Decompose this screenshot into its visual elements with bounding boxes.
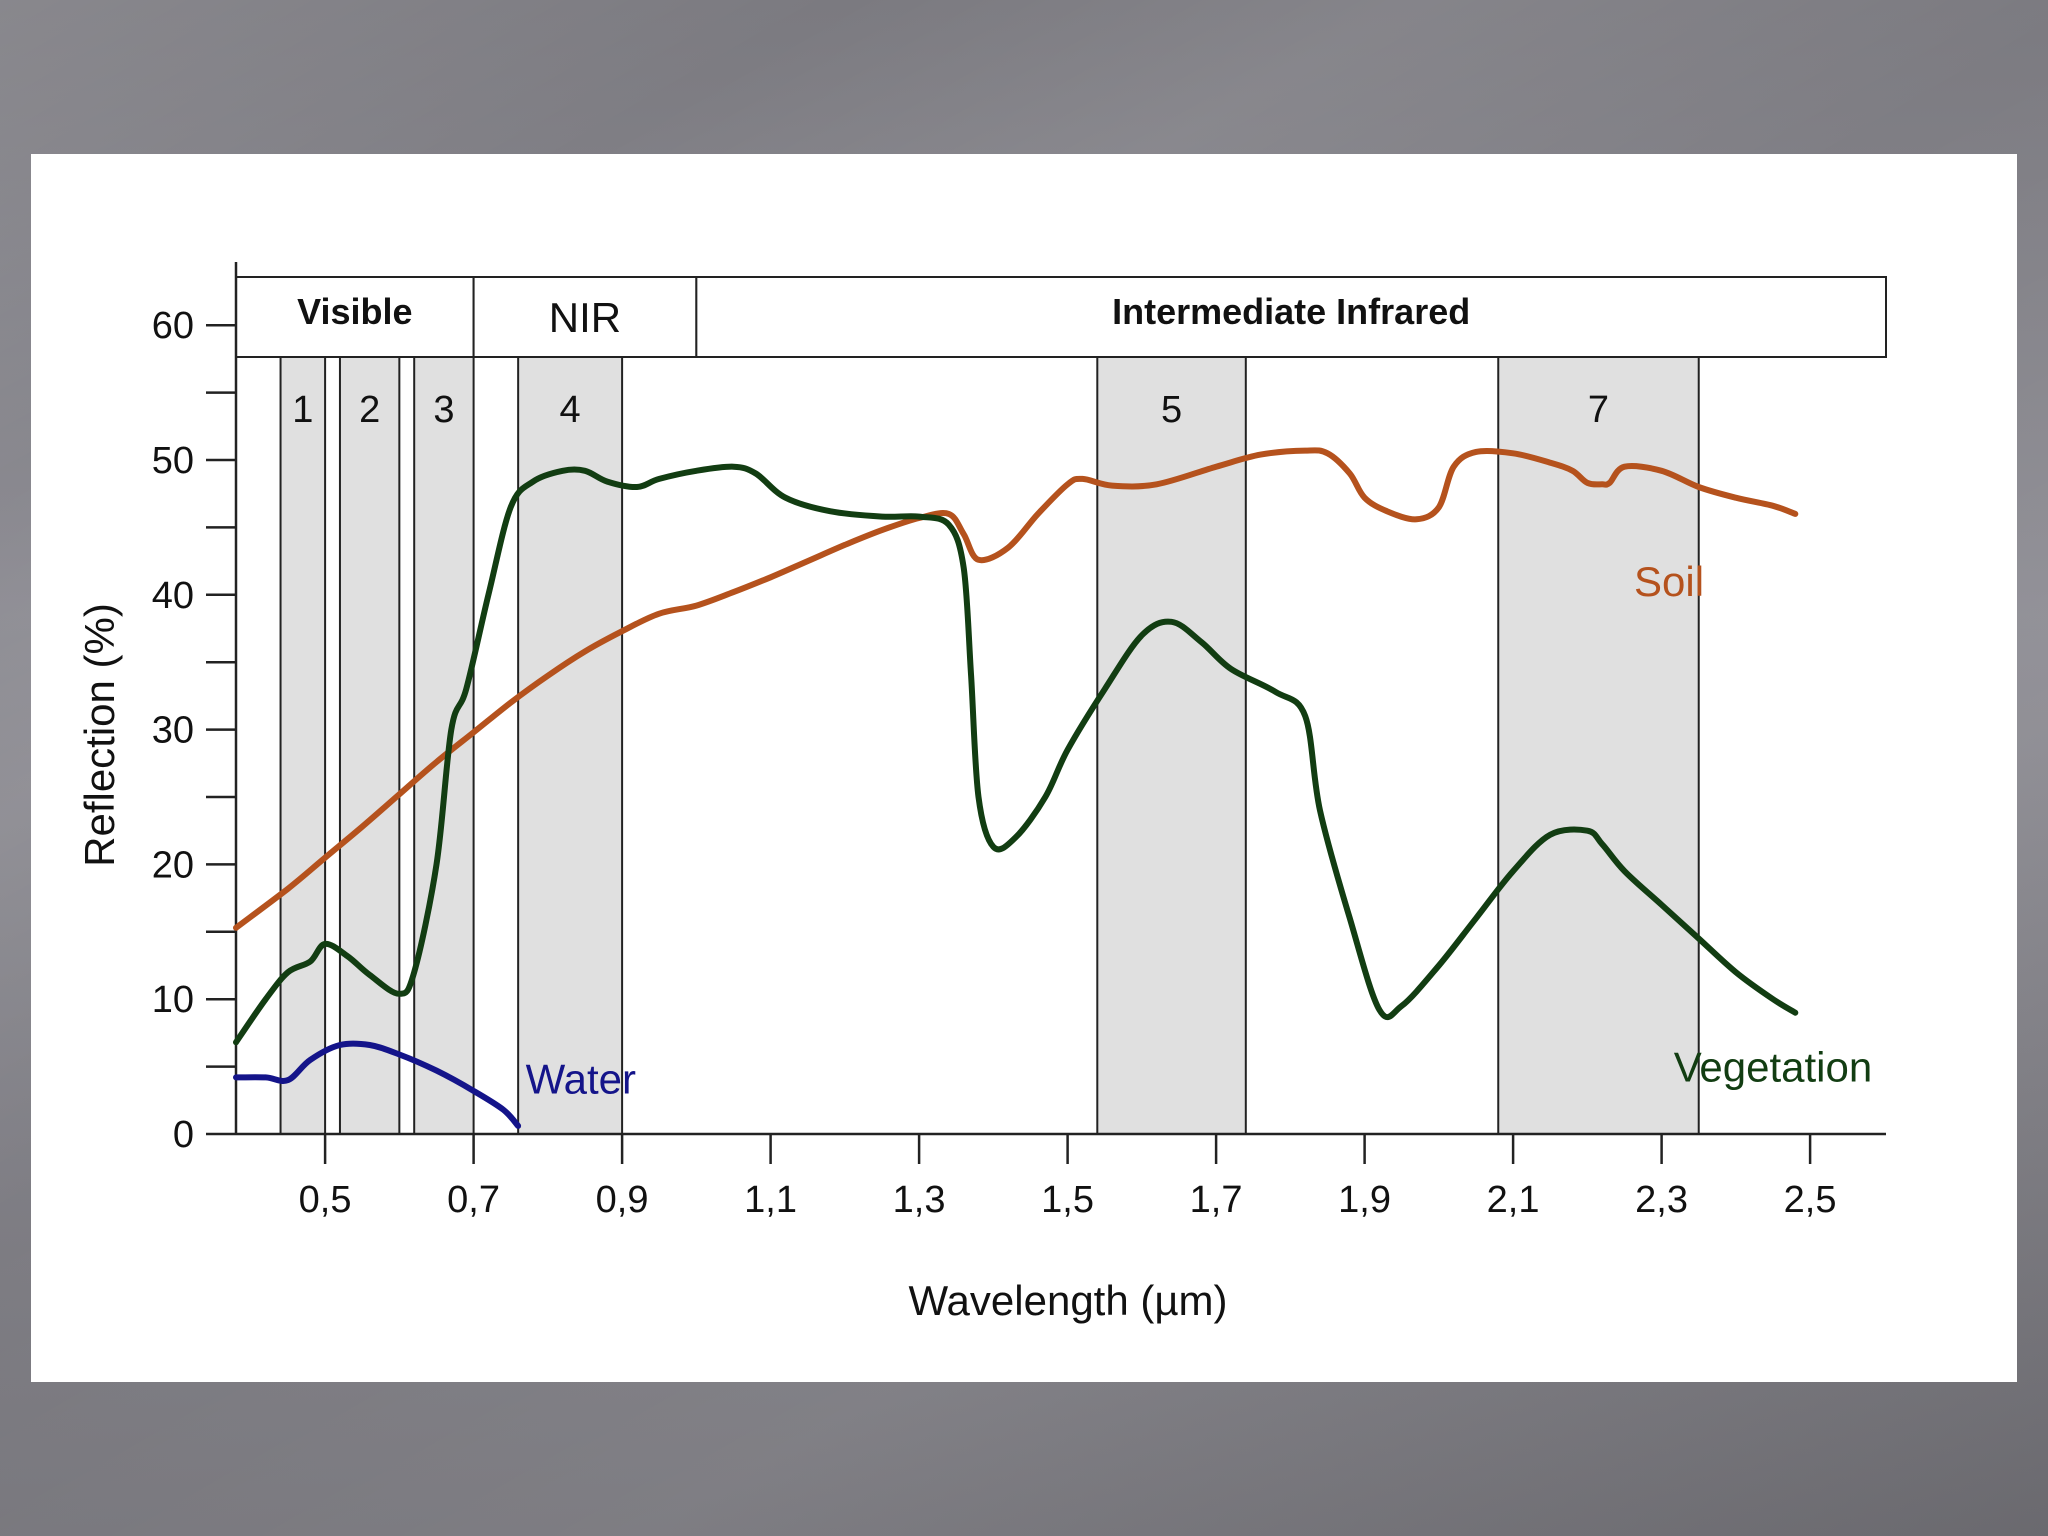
vegetation-label: Vegetation: [1674, 1043, 1873, 1090]
x-tick-label: 1,7: [1190, 1179, 1243, 1221]
y-tick-label: 50: [152, 440, 194, 482]
x-tick-label: 0,5: [299, 1179, 352, 1221]
region-1-box: [472, 276, 698, 358]
soil-line: [233, 447, 1799, 931]
band-2-label: 2: [359, 389, 380, 431]
x-tick-label: 1,1: [744, 1179, 797, 1221]
x-axis-title: Wavelength (µm): [908, 1277, 1227, 1324]
vegetation-line: [233, 463, 1799, 1046]
y-tick-label: 20: [152, 844, 194, 886]
region-0-box: [235, 276, 475, 358]
band-3-area: [413, 356, 475, 1135]
series-labels: Soil Vegetation Water: [526, 558, 1873, 1102]
band-5-area: [1096, 356, 1247, 1135]
y-axis-title: Reflection (%): [76, 603, 123, 867]
region-2-label: Intermediate Infrared: [1112, 291, 1470, 332]
region-0-label: Visible: [297, 291, 412, 332]
y-tick-label: 60: [152, 305, 194, 347]
water-label: Water: [526, 1056, 636, 1103]
band-4-label: 4: [560, 389, 581, 431]
y-tick-label: 40: [152, 575, 194, 617]
x-tick-label: 0,9: [596, 1179, 649, 1221]
x-tick-label: 2,5: [1784, 1179, 1837, 1221]
x-tick-label: 1,3: [893, 1179, 946, 1221]
band-1-area: [279, 356, 327, 1135]
y-tick-label: 10: [152, 979, 194, 1021]
spectral-regions: Visible NIR Intermediate Infrared: [235, 276, 1887, 358]
x-tick-label: 1,9: [1338, 1179, 1391, 1221]
x-tick-label: 2,3: [1635, 1179, 1688, 1221]
water-line: [233, 1040, 522, 1129]
series-lines: [233, 447, 1799, 1129]
axes: 0 10 20 30 40 50 60 0,5 0,7 0,9 1,1 1,3 1,5 1,7 1,9 2,1…: [152, 262, 1886, 1221]
band-5-label: 5: [1161, 389, 1182, 431]
x-tick-label: 2,1: [1487, 1179, 1540, 1221]
spectral-bands: 1 2 3 4 5 7: [279, 356, 1700, 1135]
band-4-area: [517, 356, 624, 1135]
region-2-box: [695, 276, 1887, 358]
region-1-label: NIR: [549, 294, 621, 341]
soil-label: Soil: [1634, 558, 1704, 605]
y-tick-label: 30: [152, 710, 194, 752]
band-3-label: 3: [433, 389, 454, 431]
y-tick-label: 0: [173, 1114, 194, 1156]
band-1-label: 1: [292, 389, 313, 431]
x-tick-label: 0,7: [447, 1179, 500, 1221]
band-7-label: 7: [1588, 389, 1609, 431]
x-tick-label: 1,5: [1041, 1179, 1094, 1221]
band-2-area: [338, 356, 401, 1135]
